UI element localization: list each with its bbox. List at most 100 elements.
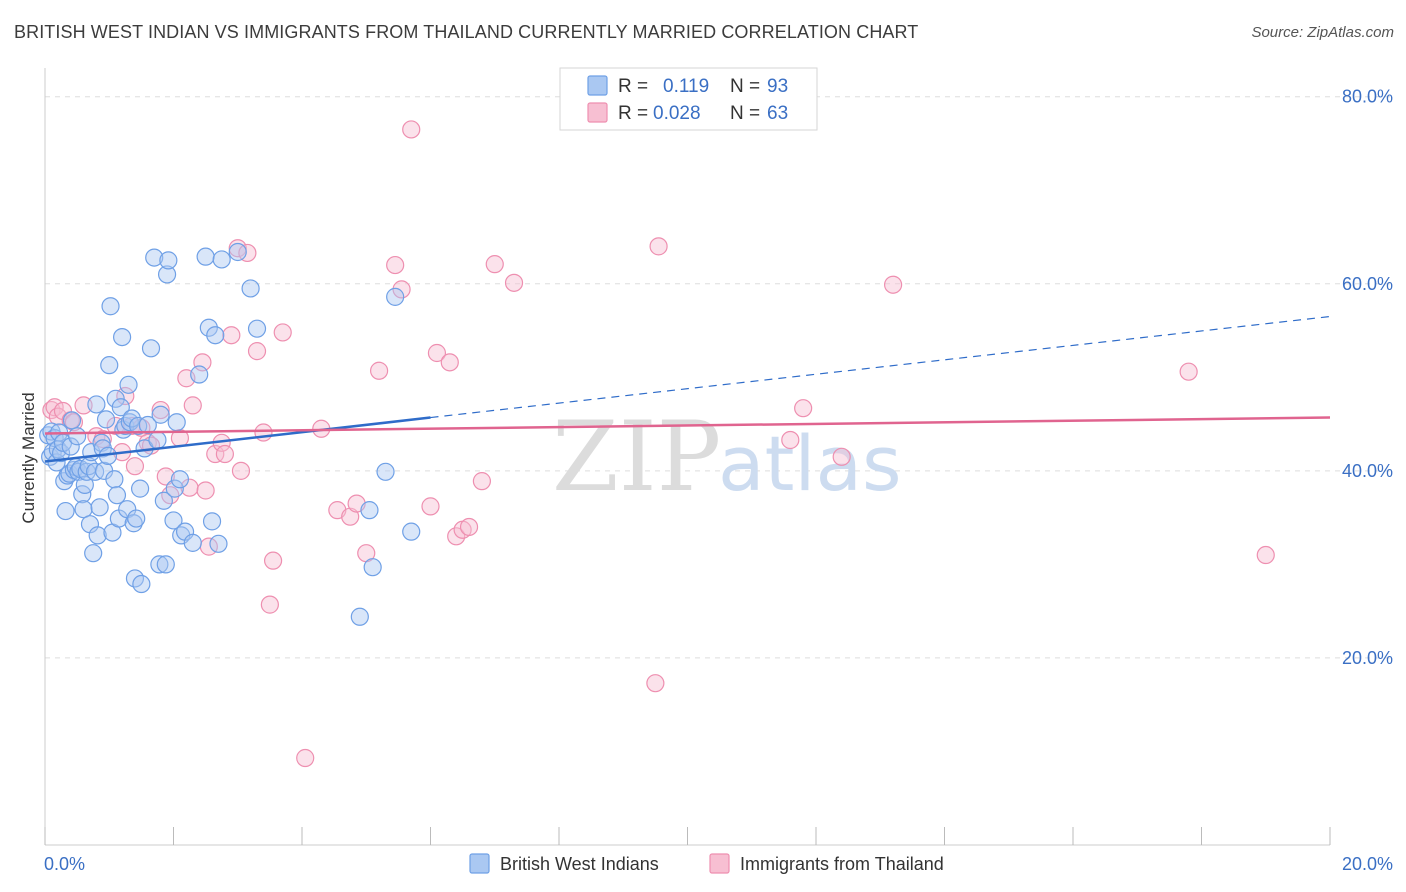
thailand-point	[447, 527, 466, 546]
bwi-trend-line	[44, 416, 431, 463]
thailand-point	[402, 120, 421, 139]
bwi-point	[156, 555, 175, 574]
bwi-point	[150, 555, 169, 574]
bwi-point	[164, 511, 183, 530]
thailand-point	[151, 400, 170, 420]
trend-lines	[44, 315, 1331, 463]
thailand-point	[485, 255, 504, 274]
thailand-point	[260, 595, 279, 614]
bwi-point	[206, 326, 225, 345]
thailand-point	[231, 461, 251, 480]
legend-r-label-2: R =	[618, 103, 648, 124]
bwi-point	[196, 247, 215, 266]
bwi-point	[386, 287, 405, 306]
thailand-point	[646, 674, 665, 693]
thailand-point	[206, 444, 225, 464]
thailand-point	[1256, 545, 1275, 565]
thailand-point	[156, 467, 175, 486]
thailand-point	[440, 353, 459, 372]
bwi-point	[96, 410, 116, 429]
bwi-point	[107, 486, 127, 505]
bottom-legend-swatch-bwi	[469, 853, 490, 874]
bwi-point	[402, 522, 421, 541]
thailand-point	[794, 399, 813, 418]
bwi-trend-extension	[430, 315, 1331, 419]
bwi-point	[47, 453, 66, 472]
bwi-point	[105, 470, 124, 489]
bwi-point	[90, 498, 109, 517]
thailand-point	[386, 255, 405, 275]
legend-r-value-1: 0.119	[663, 76, 709, 97]
thailand-point	[263, 551, 283, 570]
thailand-point	[238, 243, 257, 263]
watermark-atlas: atlas	[718, 419, 902, 508]
bwi-point	[62, 411, 82, 430]
bwi-point	[151, 405, 170, 424]
x-tick-labels: 0.0% 20.0%	[44, 854, 1393, 874]
bwi-point	[241, 279, 260, 298]
bottom-legend-label-thailand: Immigrants from Thailand	[740, 854, 944, 874]
source-label: Source: ZipAtlas.com	[1251, 24, 1394, 41]
thailand-point	[427, 343, 447, 363]
thailand-point	[649, 237, 668, 256]
bwi-point	[199, 318, 218, 337]
watermark: ZIP atlas	[552, 401, 902, 513]
y-tick-labels: 20.0% 40.0% 60.0% 80.0%	[1342, 87, 1393, 668]
bottom-legend-label-bwi: British West Indians	[500, 854, 659, 874]
bwi-point	[111, 398, 130, 417]
bwi-point	[159, 251, 178, 270]
bwi-point	[127, 509, 146, 528]
bottom-legend: British West Indians Immigrants from Tha…	[469, 853, 944, 874]
thailand-point	[222, 326, 241, 345]
legend-r-label-1: R =	[618, 76, 648, 97]
bwi-point	[130, 479, 150, 498]
bwi-point	[56, 501, 75, 521]
bwi-point	[119, 375, 138, 394]
thailand-point	[341, 507, 360, 526]
thailand-point	[421, 497, 440, 516]
bwi-point	[129, 416, 148, 436]
bwi-point	[100, 356, 119, 375]
thailand-point	[183, 396, 202, 415]
thailand-point	[273, 323, 292, 342]
bwi-point	[84, 544, 103, 563]
bwi-point	[74, 500, 93, 519]
thailand-point	[392, 280, 411, 299]
bwi-point	[101, 297, 120, 316]
bwi-point	[122, 409, 141, 428]
legend-r-value-2: 0.028	[653, 103, 701, 124]
bwi-point	[112, 327, 132, 347]
y-tick-label: 40.0%	[1342, 461, 1393, 481]
x-tick-label: 20.0%	[1342, 854, 1393, 874]
bwi-point	[376, 462, 395, 481]
bwi-point	[190, 365, 209, 384]
y-tick-label: 60.0%	[1342, 274, 1393, 294]
bwi-point	[87, 395, 106, 414]
series-bwi-points	[39, 242, 421, 626]
bwi-point	[88, 526, 107, 545]
thailand-point	[296, 748, 315, 768]
bwi-point	[148, 430, 167, 450]
bwi-point	[170, 470, 190, 489]
bwi-point	[247, 319, 267, 338]
thailand-trend-line	[44, 416, 1331, 435]
y-tick-label: 20.0%	[1342, 648, 1393, 668]
chart-title: BRITISH WEST INDIAN VS IMMIGRANTS FROM T…	[14, 22, 919, 42]
bwi-point	[145, 248, 164, 267]
thailand-point	[1179, 362, 1198, 381]
legend-n-label-2: N =	[730, 103, 760, 124]
legend-n-label-1: N =	[730, 76, 760, 97]
thailand-point	[459, 517, 479, 537]
legend-swatch-thailand	[587, 102, 608, 123]
legend-n-value-2: 63	[767, 103, 788, 124]
bwi-point	[360, 501, 379, 520]
bwi-point	[154, 491, 173, 510]
thailand-point	[832, 447, 851, 466]
legend-n-value-1: 93	[767, 76, 788, 97]
bwi-point	[167, 413, 186, 432]
grid-lines	[45, 96, 1392, 659]
thailand-point	[781, 430, 800, 450]
y-tick-label: 80.0%	[1342, 87, 1393, 107]
bwi-point	[61, 437, 80, 456]
